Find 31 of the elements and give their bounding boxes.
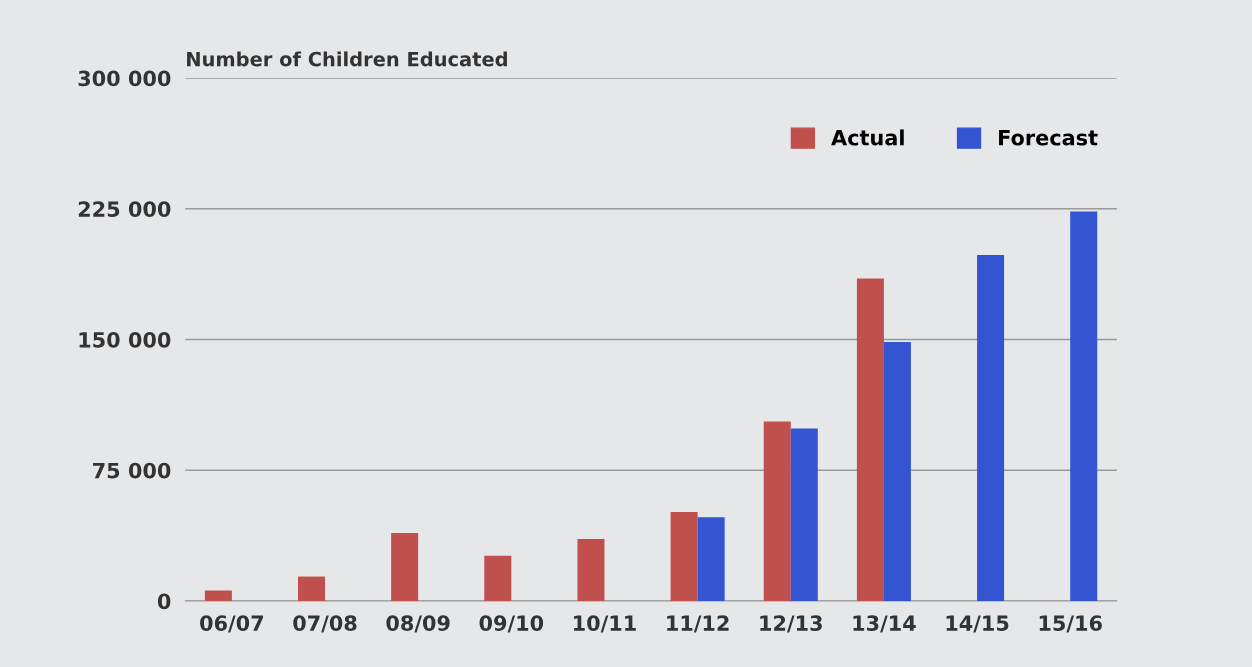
x-tick-label: 12/13 [760, 615, 822, 633]
x-tick-label: 10/11 [574, 615, 636, 633]
bar [883, 342, 911, 601]
legend-label: Forecast [999, 130, 1098, 146]
x-tick-label: 06/07 [200, 615, 264, 633]
x-tick-label: 13/14 [853, 615, 916, 633]
bar [790, 428, 818, 601]
bar [670, 512, 698, 601]
x-tick-label: 08/09 [386, 615, 450, 633]
bar [763, 421, 791, 601]
bar [697, 517, 725, 601]
x-tick-label: 15/16 [1039, 615, 1102, 633]
y-tick-label: 150 000 [79, 331, 171, 348]
bar [391, 532, 419, 601]
bar [577, 539, 605, 601]
y-tick-label: 300 000 [78, 70, 171, 87]
chart-title: Number of Children Educated [187, 51, 507, 67]
bar [484, 555, 512, 601]
bar [1070, 211, 1098, 601]
legend-label: Actual [831, 129, 904, 146]
bar [204, 590, 232, 601]
y-tick-label: 0 [157, 593, 171, 610]
x-tick-label: 07/08 [293, 615, 357, 633]
bar [977, 254, 1005, 601]
x-tick-label: 09/10 [479, 615, 544, 633]
bar [298, 576, 326, 601]
bar [856, 278, 884, 601]
y-tick-label: 225 000 [78, 201, 171, 217]
x-tick-label: 11/12 [667, 615, 729, 633]
x-tick-label: 14/15 [946, 615, 1009, 633]
y-tick-label: 75 000 [93, 462, 171, 479]
